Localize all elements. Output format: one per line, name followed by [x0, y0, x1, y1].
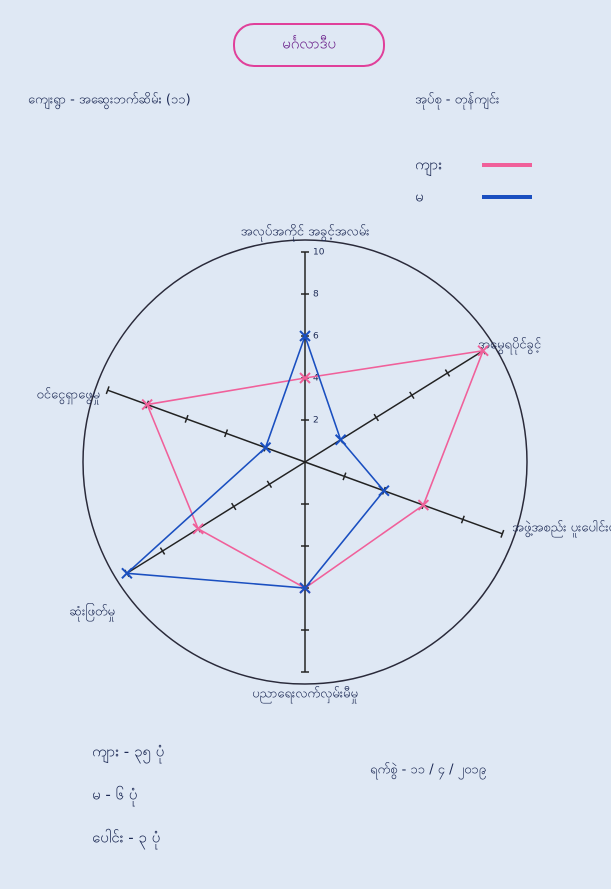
legend-label: မ: [415, 188, 424, 206]
axis-label: ပညာရေးလက်လှမ်းမီမှု: [252, 686, 358, 704]
tick-label: 2: [313, 416, 319, 426]
group-label: အုပ်စု - တုန်ကျင်း: [415, 92, 499, 110]
date-label: ရက်စွဲ - ၁၁ / ၄ / ၂၀၁၉: [370, 762, 486, 780]
legend-label: ကျား: [415, 156, 442, 177]
score-label: ပေါင်း - ၃ ပုံ: [92, 829, 160, 850]
village-label: ကျေးရွာ - အဆွေးဘက်ဆိမ်း (၁၁): [28, 92, 191, 110]
score-label: မ - ၆ ပုံ: [92, 786, 137, 807]
score-label: ကျား - ၃၅ ပုံ: [92, 743, 164, 764]
tick-label: 6: [313, 332, 319, 342]
page: မင်္ဂလာဒီပ ကျေးရွာ - အဆွေးဘက်ဆိမ်း (၁၁) …: [0, 0, 611, 889]
tick-label: 8: [313, 290, 319, 300]
axis-label: အဖွဲ့အစည်း ပူးပေါင်းပါဝင်မှု: [512, 520, 611, 538]
axis-label: အလုပ်အကိုင် အခွင့်အလမ်း: [241, 224, 370, 242]
axis-label: ဆုံးဖြတ်မှု: [69, 603, 115, 622]
chart-title: မင်္ဂလာဒီပ: [282, 35, 336, 53]
chart: မင်္ဂလာဒီပ ကျေးရွာ - အဆွေးဘက်ဆိမ်း (၁၁) …: [0, 0, 611, 889]
axis-label: ဝင်ငွေရှာဖွေမှု: [36, 387, 100, 405]
tick-label: 10: [313, 248, 325, 258]
